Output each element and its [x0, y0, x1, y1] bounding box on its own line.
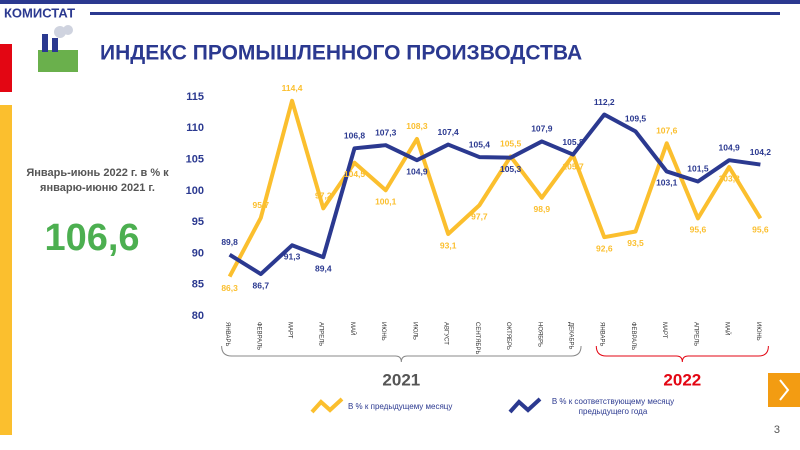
series-line: [227, 98, 763, 278]
x-tick-label: ФЕВРАЛЬ: [255, 322, 261, 350]
x-tick-label: ИЮНЬ: [755, 322, 761, 341]
y-tick-label: 80: [192, 310, 204, 322]
summary-value: 106,6: [44, 217, 139, 259]
data-label: 95,7: [253, 200, 270, 210]
data-label: 93,5: [627, 238, 644, 248]
y-tick-label: 90: [192, 247, 204, 259]
x-tick-label: ДЕКАБРЬ: [567, 322, 573, 350]
data-label: 105,8: [562, 137, 584, 147]
data-label: 107,4: [438, 127, 460, 137]
data-label: 104,9: [719, 142, 741, 152]
x-tick-label: АПРЕЛЬ: [692, 322, 698, 346]
y-tick-label: 115: [186, 91, 204, 103]
data-label: 98,9: [534, 204, 551, 214]
legend-label: В % к предыдущему месяцу: [348, 402, 453, 411]
data-label: 91,3: [284, 252, 301, 262]
x-tick-label: АВГУСТ: [443, 322, 449, 345]
y-tick-label: 110: [186, 122, 204, 134]
x-tick-label: МАЙ: [349, 322, 357, 335]
data-label: 103,1: [656, 178, 678, 188]
data-label: 86,3: [221, 283, 238, 293]
data-label: 108,3: [406, 121, 428, 131]
page-number: 3: [774, 424, 780, 436]
data-label: 104,5: [344, 169, 366, 179]
data-label: 89,4: [315, 263, 332, 273]
data-label: 95,6: [752, 225, 769, 235]
data-label: 107,6: [656, 126, 678, 136]
series-line: [228, 112, 761, 277]
year-label: 2022: [663, 370, 701, 389]
x-tick-label: АПРЕЛЬ: [318, 322, 324, 346]
data-label: 114,4: [282, 83, 303, 93]
x-tick-label: ФЕВРАЛЬ: [630, 322, 636, 350]
data-label: 109,5: [625, 114, 647, 124]
legend-swatch: [508, 397, 542, 414]
brand: КОМИСТАТ: [4, 5, 75, 20]
data-label: 86,7: [253, 280, 270, 290]
data-label: 95,6: [690, 225, 707, 235]
data-label: 112,2: [594, 97, 615, 107]
data-label: 104,9: [406, 166, 428, 176]
y-tick-label: 105: [186, 153, 204, 165]
data-label: 97,2: [315, 191, 332, 201]
x-tick-label: ЯНВАРЬ: [599, 322, 605, 346]
y-tick-label: 95: [192, 216, 204, 228]
slide-title: ИНДЕКС ПРОМЫШЛЕННОГО ПРОИЗВОДСТВА: [100, 42, 582, 65]
next-arrow: [779, 379, 790, 401]
x-tick-label: МАРТ: [286, 322, 292, 339]
next-button[interactable]: [768, 373, 800, 407]
side-accent: [0, 44, 12, 92]
side-accent: [0, 105, 12, 435]
data-label: 92,6: [596, 243, 613, 253]
data-label: 89,8: [221, 237, 238, 247]
data-label: 105,3: [500, 164, 522, 174]
year-brace: [221, 345, 582, 363]
data-label: 106,8: [344, 131, 366, 141]
data-label: 107,3: [375, 127, 397, 137]
x-tick-label: НОЯБРЬ: [536, 322, 542, 347]
data-label: 97,7: [471, 211, 488, 221]
data-label: 105,5: [500, 139, 522, 149]
data-label: 105,7: [562, 161, 584, 171]
data-label: 105,4: [469, 139, 491, 149]
summary-text: Январь-июнь 2022 г. в % к январю-июню 20…: [26, 167, 169, 194]
header-rule: [90, 12, 780, 15]
data-label: 104,2: [750, 147, 772, 157]
y-tick-label: 100: [186, 185, 204, 197]
year-label: 2021: [382, 370, 420, 389]
x-tick-label: ОКТЯБРЬ: [505, 322, 511, 350]
data-label: 93,1: [440, 240, 457, 250]
data-label: 101,5: [687, 164, 709, 174]
x-tick-label: СЕНТЯБРЬ: [474, 322, 480, 354]
x-tick-label: ИЮЛЬ: [411, 322, 417, 340]
data-label: 103,8: [719, 173, 741, 183]
x-tick-label: ИЮНЬ: [380, 322, 386, 341]
x-tick-label: ЯНВАРЬ: [224, 322, 230, 346]
data-label: 100,1: [375, 196, 397, 206]
factory-icon: [38, 25, 78, 72]
x-tick-label: МАЙ: [724, 322, 732, 335]
y-tick-label: 85: [192, 279, 204, 291]
data-label: 107,9: [531, 124, 553, 134]
year-brace: [595, 345, 769, 363]
legend-label: В % к соответствующему месяцу предыдущег…: [551, 397, 675, 416]
top-bar: [0, 0, 800, 4]
legend-swatch: [310, 397, 344, 414]
x-tick-label: МАРТ: [661, 322, 667, 339]
